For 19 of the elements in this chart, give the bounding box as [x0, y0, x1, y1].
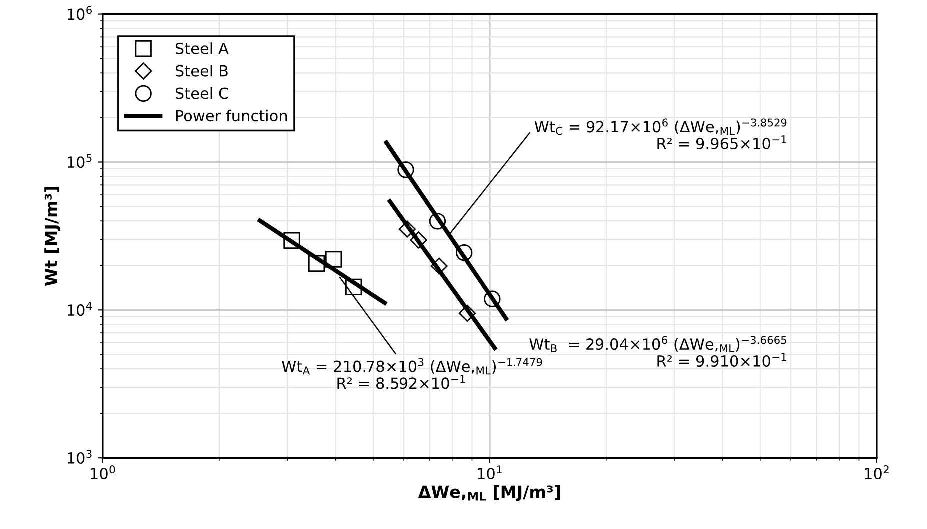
- legend-label: Power function: [176, 110, 288, 122]
- legend-label: Steel A: [176, 42, 229, 54]
- annotation: Wt$_{C}$ = 92.17×10$^{6}$ (ΔWe,$_{ML}$)$^{−3.8529}$: [534, 118, 787, 136]
- x-tick-label: 10$^{2}$: [865, 466, 889, 480]
- x-tick-label: 10$^{1}$: [478, 466, 502, 480]
- y-axis-title: Wt [MJ/m³]: [44, 187, 61, 286]
- y-tick-label: 10$^{5}$: [68, 154, 92, 168]
- x-tick-label: 10$^{0}$: [91, 466, 116, 480]
- annotation: R² = 9.965×10$^{−1}$: [658, 136, 786, 150]
- annotation: Wt$_{A}$ = 210.78×10$^{3}$ (ΔWe,$_{ML}$)$^{−1.7479}$: [282, 358, 542, 375]
- annotation: Wt$_{B}$ = 29.04×10$^{6}$ (ΔWe,$_{ML}$)$^{−3.6665}$: [530, 336, 786, 352]
- legend-label: Steel B: [176, 65, 228, 77]
- annotation: R² = 8.592×10$^{−1}$: [338, 375, 466, 390]
- legend-label: Steel C: [176, 87, 228, 100]
- annotation: R² = 9.910×10$^{−1}$: [658, 353, 786, 368]
- y-tick-label: 10$^{6}$: [68, 6, 92, 20]
- y-tick-label: 10$^{4}$: [68, 302, 92, 316]
- y-tick-label: 10$^{3}$: [68, 450, 92, 464]
- x-axis-title: ΔWe,$_{ML}$ [MJ/m³]: [418, 485, 560, 502]
